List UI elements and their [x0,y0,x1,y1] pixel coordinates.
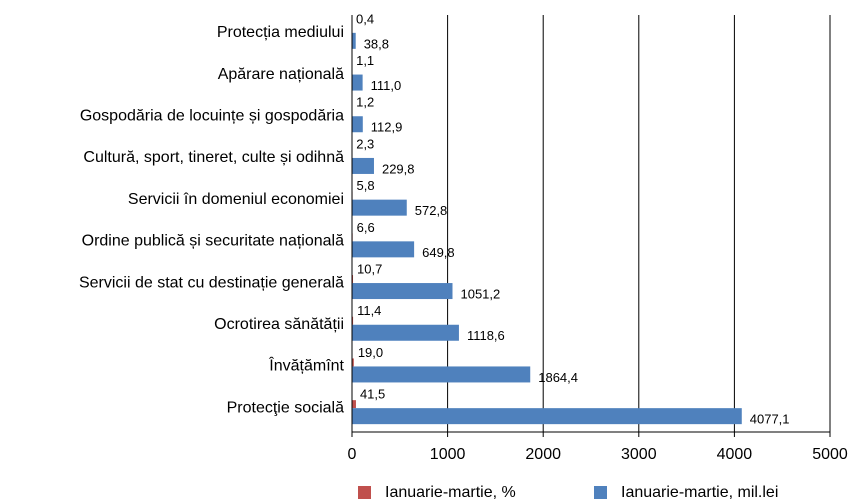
y-tick-label: Servicii în domeniul economiei [128,191,344,208]
legend-label: Ianuarie-martie, mil.lei [621,484,778,501]
legend-label: Ianuarie-martie, % [385,484,516,501]
bar [352,199,407,216]
data-label: 10,7 [357,261,382,276]
y-tick-label: Apărare națională [218,66,344,83]
bar [352,324,459,341]
y-tick-label: Ocrotirea sănătății [214,316,344,333]
data-label: 1,2 [356,95,374,110]
data-label: 1,1 [356,53,374,68]
y-tick-label: Gospodăria de locuințe și gospodăria [80,107,344,124]
y-tick-label: Protecţie socială [227,399,344,416]
data-label: 111,0 [371,78,402,93]
bar [352,316,354,325]
legend-swatch [358,486,371,499]
data-label: 0,4 [356,11,374,26]
bar [352,408,742,425]
data-label: 6,6 [357,220,375,235]
bar [352,241,415,258]
x-tick-label: 2000 [525,446,561,463]
y-tick-label: Servicii de stat cu destinație generală [79,274,344,291]
data-label: 1118,6 [467,328,505,343]
bar [352,157,374,174]
data-label: 41,5 [360,387,385,402]
y-tick-label: Învățămînt [268,356,344,375]
data-label: 229,8 [382,161,415,176]
x-tick-label: 3000 [621,446,657,463]
data-label: 2,3 [356,136,374,151]
legend-swatch [594,486,607,499]
y-tick-label: Cultură, sport, tineret, culte și odihnă [83,149,344,166]
bar [352,283,453,300]
x-tick-label: 5000 [812,446,848,463]
bar [352,116,363,133]
data-label: 11,4 [357,303,381,318]
data-label: 5,8 [357,178,375,193]
data-label: 1864,4 [538,370,578,385]
bar [352,366,531,383]
data-label: 112,9 [371,120,403,135]
x-tick-label: 4000 [717,446,753,463]
data-label: 19,0 [358,345,383,360]
data-label: 1051,2 [460,286,500,301]
data-label: 572,8 [415,203,448,218]
y-tick-label: Ordine publică și securitate națională [82,233,344,250]
bar [352,400,356,409]
data-label: 649,8 [422,245,455,260]
bar [352,275,354,284]
data-label: 4077,1 [750,412,790,427]
bar [352,74,363,91]
bar [352,32,356,49]
data-label: 38,8 [364,36,389,51]
x-tick-label: 0 [348,446,357,463]
bar [352,358,354,367]
x-tick-label: 1000 [430,446,466,463]
y-tick-label: Protecția mediului [217,24,344,41]
